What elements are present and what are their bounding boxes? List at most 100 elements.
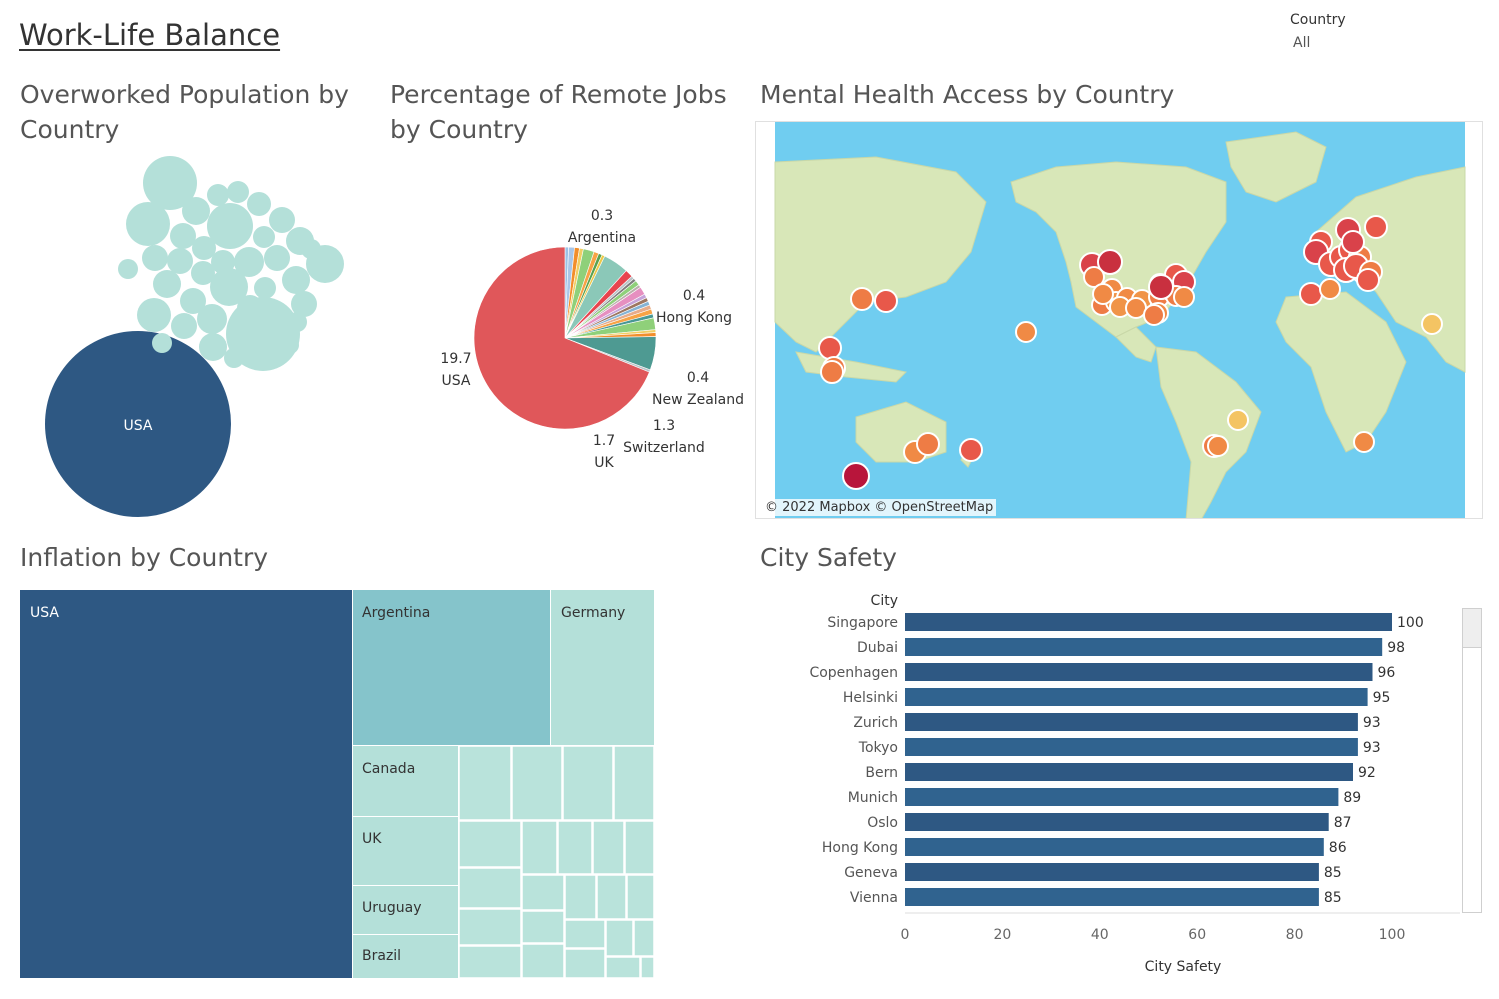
bubble-usa[interactable] <box>45 331 231 517</box>
treemap-cell[interactable] <box>521 874 565 911</box>
bubble[interactable] <box>287 312 307 332</box>
map-point[interactable] <box>1083 266 1105 288</box>
treemap-cell-canada[interactable] <box>353 746 458 816</box>
bubble[interactable] <box>207 203 253 249</box>
map-point[interactable] <box>818 336 842 360</box>
map-point[interactable] <box>1148 274 1174 300</box>
bar-dubai[interactable] <box>905 638 1383 656</box>
map-point[interactable] <box>820 360 844 384</box>
map-point[interactable] <box>1319 278 1341 300</box>
map-point[interactable] <box>1143 304 1165 326</box>
map-point[interactable] <box>1227 409 1249 431</box>
bubble[interactable] <box>224 348 244 368</box>
map-point[interactable] <box>959 438 983 462</box>
bubble[interactable] <box>192 236 216 260</box>
treemap-cell[interactable] <box>557 820 593 875</box>
bar-vienna[interactable] <box>905 888 1319 906</box>
bar-oslo[interactable] <box>905 813 1329 831</box>
bar-geneva[interactable] <box>905 863 1319 881</box>
bubble[interactable] <box>152 333 172 353</box>
treemap-cell[interactable] <box>605 919 634 957</box>
treemap-cell-usa[interactable] <box>20 590 352 978</box>
map-point[interactable] <box>1207 435 1229 457</box>
bar-tokyo[interactable] <box>905 738 1358 756</box>
bubble[interactable] <box>118 259 138 279</box>
treemap-cell[interactable] <box>564 919 606 949</box>
treemap-cell-uk[interactable] <box>353 817 458 885</box>
bar-zurich[interactable] <box>905 713 1358 731</box>
bubble[interactable] <box>143 156 197 210</box>
treemap-cell-uruguay[interactable] <box>353 886 458 934</box>
bubble[interactable] <box>142 245 168 271</box>
treemap-cell[interactable] <box>458 867 522 909</box>
bubble[interactable] <box>281 336 299 354</box>
bubble[interactable] <box>167 248 193 274</box>
treemap-cell[interactable] <box>521 820 558 875</box>
bubble[interactable] <box>191 261 215 285</box>
mental-health-map[interactable] <box>755 121 1483 519</box>
bubble[interactable] <box>199 333 227 361</box>
map-point[interactable] <box>1353 431 1375 453</box>
treemap-cell[interactable] <box>564 874 597 920</box>
bubble[interactable] <box>254 277 276 299</box>
treemap-cell[interactable] <box>613 745 655 821</box>
map-point[interactable] <box>874 289 898 313</box>
map-point[interactable] <box>842 462 870 490</box>
bubble[interactable] <box>291 291 317 317</box>
treemap-cell[interactable] <box>521 943 565 979</box>
bubble[interactable] <box>153 270 181 298</box>
map-point[interactable] <box>1173 286 1195 308</box>
treemap-cell[interactable] <box>458 945 522 979</box>
treemap-cell[interactable] <box>592 820 625 875</box>
bubble[interactable] <box>210 268 248 306</box>
bubble[interactable] <box>264 245 290 271</box>
treemap-cell[interactable] <box>458 745 512 821</box>
bar-bern[interactable] <box>905 763 1353 781</box>
treemap-cell-brazil[interactable] <box>353 935 458 978</box>
treemap-cell[interactable] <box>633 919 655 957</box>
treemap-cell[interactable] <box>596 874 627 920</box>
map-point[interactable] <box>1356 268 1380 292</box>
map-point[interactable] <box>1299 282 1323 306</box>
bubble[interactable] <box>227 181 249 203</box>
treemap-cell[interactable] <box>624 820 655 875</box>
bubble[interactable] <box>237 295 263 321</box>
treemap-cell[interactable] <box>626 874 655 920</box>
treemap-cell-argentina[interactable] <box>353 590 550 745</box>
bubble[interactable] <box>182 197 210 225</box>
map-point[interactable] <box>1015 321 1037 343</box>
bubble[interactable] <box>234 247 264 277</box>
map-point[interactable] <box>1097 249 1123 275</box>
bar-copenhagen[interactable] <box>905 663 1373 681</box>
bubble[interactable] <box>137 298 171 332</box>
bubble[interactable] <box>260 304 284 328</box>
treemap-cell[interactable] <box>458 908 522 946</box>
bubble[interactable] <box>282 266 310 294</box>
bar-singapore[interactable] <box>905 613 1392 631</box>
treemap-cell-germany[interactable] <box>551 590 654 745</box>
bar-munich[interactable] <box>905 788 1339 806</box>
country-filter-dropdown[interactable]: All <box>1293 35 1311 51</box>
treemap-cell[interactable] <box>564 948 606 979</box>
pie-slice-usa[interactable] <box>473 246 650 430</box>
bubble[interactable] <box>229 324 251 346</box>
bubble[interactable] <box>247 192 271 216</box>
bar-helsinki[interactable] <box>905 688 1368 706</box>
bubble[interactable] <box>126 202 170 246</box>
treemap-cell[interactable] <box>458 820 522 868</box>
bubble[interactable] <box>269 207 295 233</box>
bubble[interactable] <box>207 184 229 206</box>
bubble[interactable] <box>170 223 196 249</box>
map-point[interactable] <box>1341 230 1365 254</box>
treemap-cell[interactable] <box>511 745 563 821</box>
map-point[interactable] <box>916 432 940 456</box>
scrollbar-thumb[interactable] <box>1463 609 1481 648</box>
bar-hong-kong[interactable] <box>905 838 1324 856</box>
bar-chart-scrollbar[interactable] <box>1462 608 1482 913</box>
bubble[interactable] <box>171 313 197 339</box>
map-point[interactable] <box>850 287 874 311</box>
bubble[interactable] <box>197 304 227 334</box>
treemap-cell[interactable] <box>521 910 565 944</box>
bubble[interactable] <box>253 226 275 248</box>
treemap-cell[interactable] <box>562 745 614 821</box>
